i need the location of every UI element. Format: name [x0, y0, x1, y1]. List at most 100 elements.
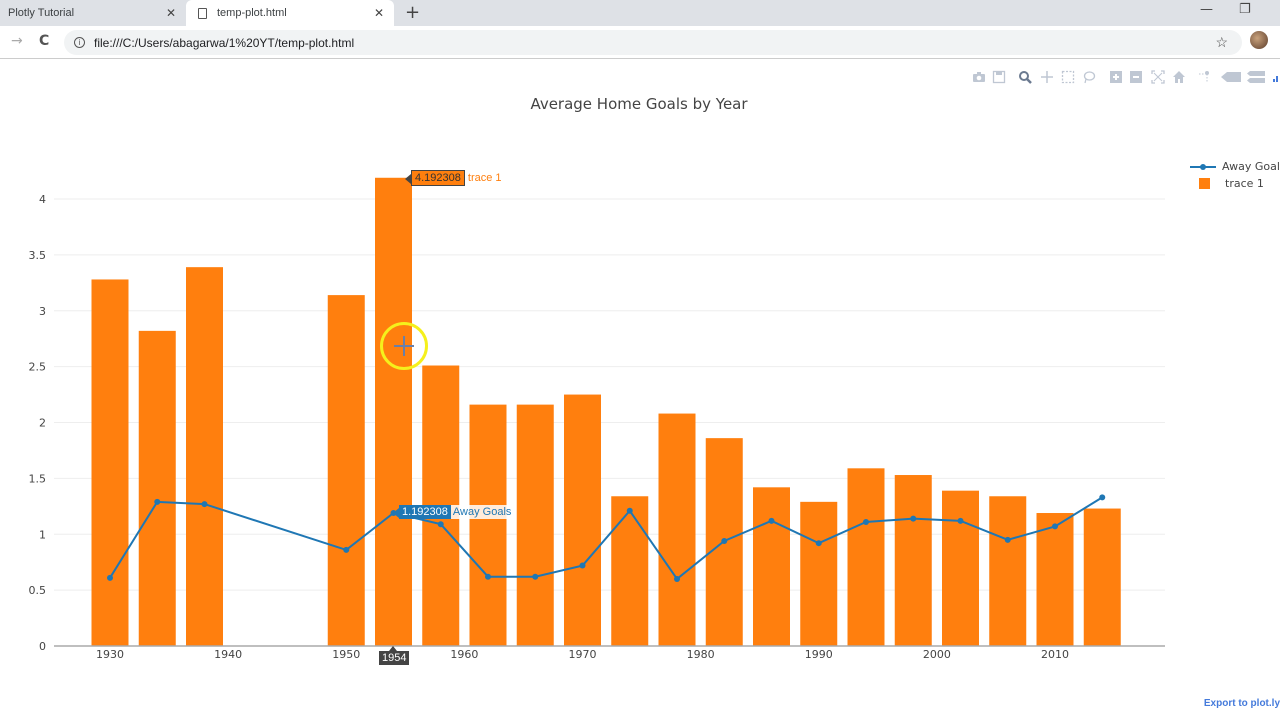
profile-avatar[interactable]: [1250, 31, 1268, 49]
restore-button[interactable]: ❐: [1239, 2, 1251, 17]
x-tick-label: 2000: [923, 648, 951, 661]
minimize-button[interactable]: —: [1200, 2, 1213, 17]
bar[interactable]: [1083, 508, 1121, 646]
tab-label: temp-plot.html: [217, 7, 287, 19]
line-marker[interactable]: [201, 501, 208, 508]
legend-label: trace 1: [1225, 177, 1264, 190]
bar[interactable]: [138, 330, 176, 646]
bar[interactable]: [1036, 513, 1074, 646]
autoscale-icon[interactable]: [1151, 70, 1165, 84]
line-marker[interactable]: [768, 517, 775, 524]
y-tick-label: 2: [39, 417, 46, 430]
line-marker[interactable]: [957, 517, 964, 524]
line-marker[interactable]: [674, 575, 680, 582]
line-marker[interactable]: [107, 574, 113, 581]
zoom-out-icon[interactable]: [1129, 70, 1143, 84]
bar[interactable]: [186, 267, 223, 646]
address-bar: → C i file:///C:/Users/abagarwa/1%20YT/t…: [0, 26, 1280, 59]
bookmark-star-icon[interactable]: ☆: [1215, 34, 1228, 50]
legend-item-away-goals[interactable]: Away Goals: [1190, 158, 1280, 175]
hover-label-bar: 4.192308 trace 1: [405, 170, 502, 186]
line-marker[interactable]: [1004, 536, 1011, 543]
hover-closest-icon[interactable]: [1220, 70, 1242, 84]
plotly-logo-icon[interactable]: [1272, 70, 1280, 84]
bar[interactable]: [469, 404, 507, 646]
bar[interactable]: [375, 177, 412, 646]
tab-temp-plot[interactable]: temp-plot.html ✕: [186, 0, 394, 26]
lasso-select-icon[interactable]: [1082, 70, 1096, 84]
line-marker[interactable]: [863, 518, 869, 525]
reset-axes-icon[interactable]: [1172, 70, 1186, 84]
pan-icon[interactable]: [1040, 70, 1054, 84]
bar[interactable]: [753, 487, 790, 646]
bar[interactable]: [942, 490, 979, 646]
bar[interactable]: [564, 394, 601, 646]
bar[interactable]: [516, 404, 554, 646]
x-tick-label: 1960: [450, 648, 478, 661]
line-marker[interactable]: [532, 573, 539, 580]
reload-button[interactable]: C: [39, 33, 50, 49]
away-goals-line[interactable]: [109, 496, 1103, 581]
save-icon[interactable]: [992, 70, 1006, 84]
url-input[interactable]: i file:///C:/Users/abagarwa/1%20YT/temp-…: [64, 30, 1242, 55]
file-icon: [198, 7, 207, 19]
export-to-plotly-link[interactable]: Export to plot.ly: [1203, 698, 1280, 709]
bar[interactable]: [91, 279, 129, 646]
bar[interactable]: [847, 468, 885, 646]
line-marker[interactable]: [343, 546, 350, 553]
info-icon[interactable]: i: [74, 37, 85, 48]
line-marker[interactable]: [1099, 494, 1106, 501]
line-marker[interactable]: [721, 537, 728, 544]
legend-label: Away Goals: [1222, 160, 1280, 173]
x-tick-label: 1980: [687, 648, 715, 661]
spike-lines-icon[interactable]: [1198, 70, 1212, 84]
close-tab-icon[interactable]: ✕: [165, 6, 176, 20]
close-tab-icon[interactable]: ✕: [373, 6, 384, 20]
line-marker[interactable]: [437, 521, 444, 528]
line-marker[interactable]: [579, 562, 586, 569]
legend: Away Goals trace 1: [1190, 158, 1280, 192]
hover-bar-value: 4.192308: [405, 170, 465, 186]
bar[interactable]: [327, 295, 365, 646]
browser-tab-bar: Plotly Tutorial ✕ temp-plot.html ✕ + — ❐: [0, 0, 1280, 26]
x-tick-label: 1940: [214, 648, 242, 661]
y-tick-label: 2.5: [29, 361, 47, 374]
forward-button[interactable]: →: [11, 33, 23, 49]
x-tick-label: 1930: [96, 648, 124, 661]
tab-plotly-tutorial[interactable]: Plotly Tutorial ✕: [0, 0, 186, 26]
zoom-icon[interactable]: [1018, 70, 1032, 84]
hover-bar-name: trace 1: [467, 172, 502, 184]
tab-label: Plotly Tutorial: [8, 7, 75, 19]
box-select-icon[interactable]: [1061, 70, 1075, 84]
chart-title: Average Home Goals by Year: [530, 95, 748, 113]
hover-label-line: 1.192308 Away Goals: [393, 505, 514, 519]
bar[interactable]: [800, 501, 838, 646]
new-tab-button[interactable]: +: [405, 2, 421, 23]
zoom-in-icon[interactable]: [1109, 70, 1123, 84]
y-tick-label: 1: [39, 528, 46, 541]
camera-icon[interactable]: [972, 70, 986, 84]
line-marker[interactable]: [485, 573, 491, 580]
url-text: file:///C:/Users/abagarwa/1%20YT/temp-pl…: [94, 35, 355, 50]
line-marker[interactable]: [154, 498, 161, 505]
x-tick-label: 1950: [332, 648, 360, 661]
hover-line-name: Away Goals: [450, 505, 514, 519]
y-tick-label: 3: [39, 305, 46, 318]
hover-compare-icon[interactable]: [1246, 70, 1266, 84]
x-tick-label: 1970: [569, 648, 597, 661]
bar[interactable]: [658, 413, 696, 646]
hover-line-value: 1.192308: [393, 505, 451, 519]
bar[interactable]: [894, 475, 932, 646]
line-marker[interactable]: [910, 515, 917, 522]
line-marker[interactable]: [1052, 523, 1058, 530]
x-tick-label: 2010: [1041, 648, 1069, 661]
line-marker[interactable]: [815, 540, 822, 547]
bar[interactable]: [611, 496, 649, 646]
hover-x-label: 1954: [379, 646, 410, 665]
bar[interactable]: [989, 496, 1027, 646]
y-tick-label: 0: [39, 640, 46, 653]
legend-item-trace-1[interactable]: trace 1: [1190, 175, 1280, 192]
y-tick-label: 0.5: [29, 584, 47, 597]
line-marker[interactable]: [626, 507, 633, 514]
